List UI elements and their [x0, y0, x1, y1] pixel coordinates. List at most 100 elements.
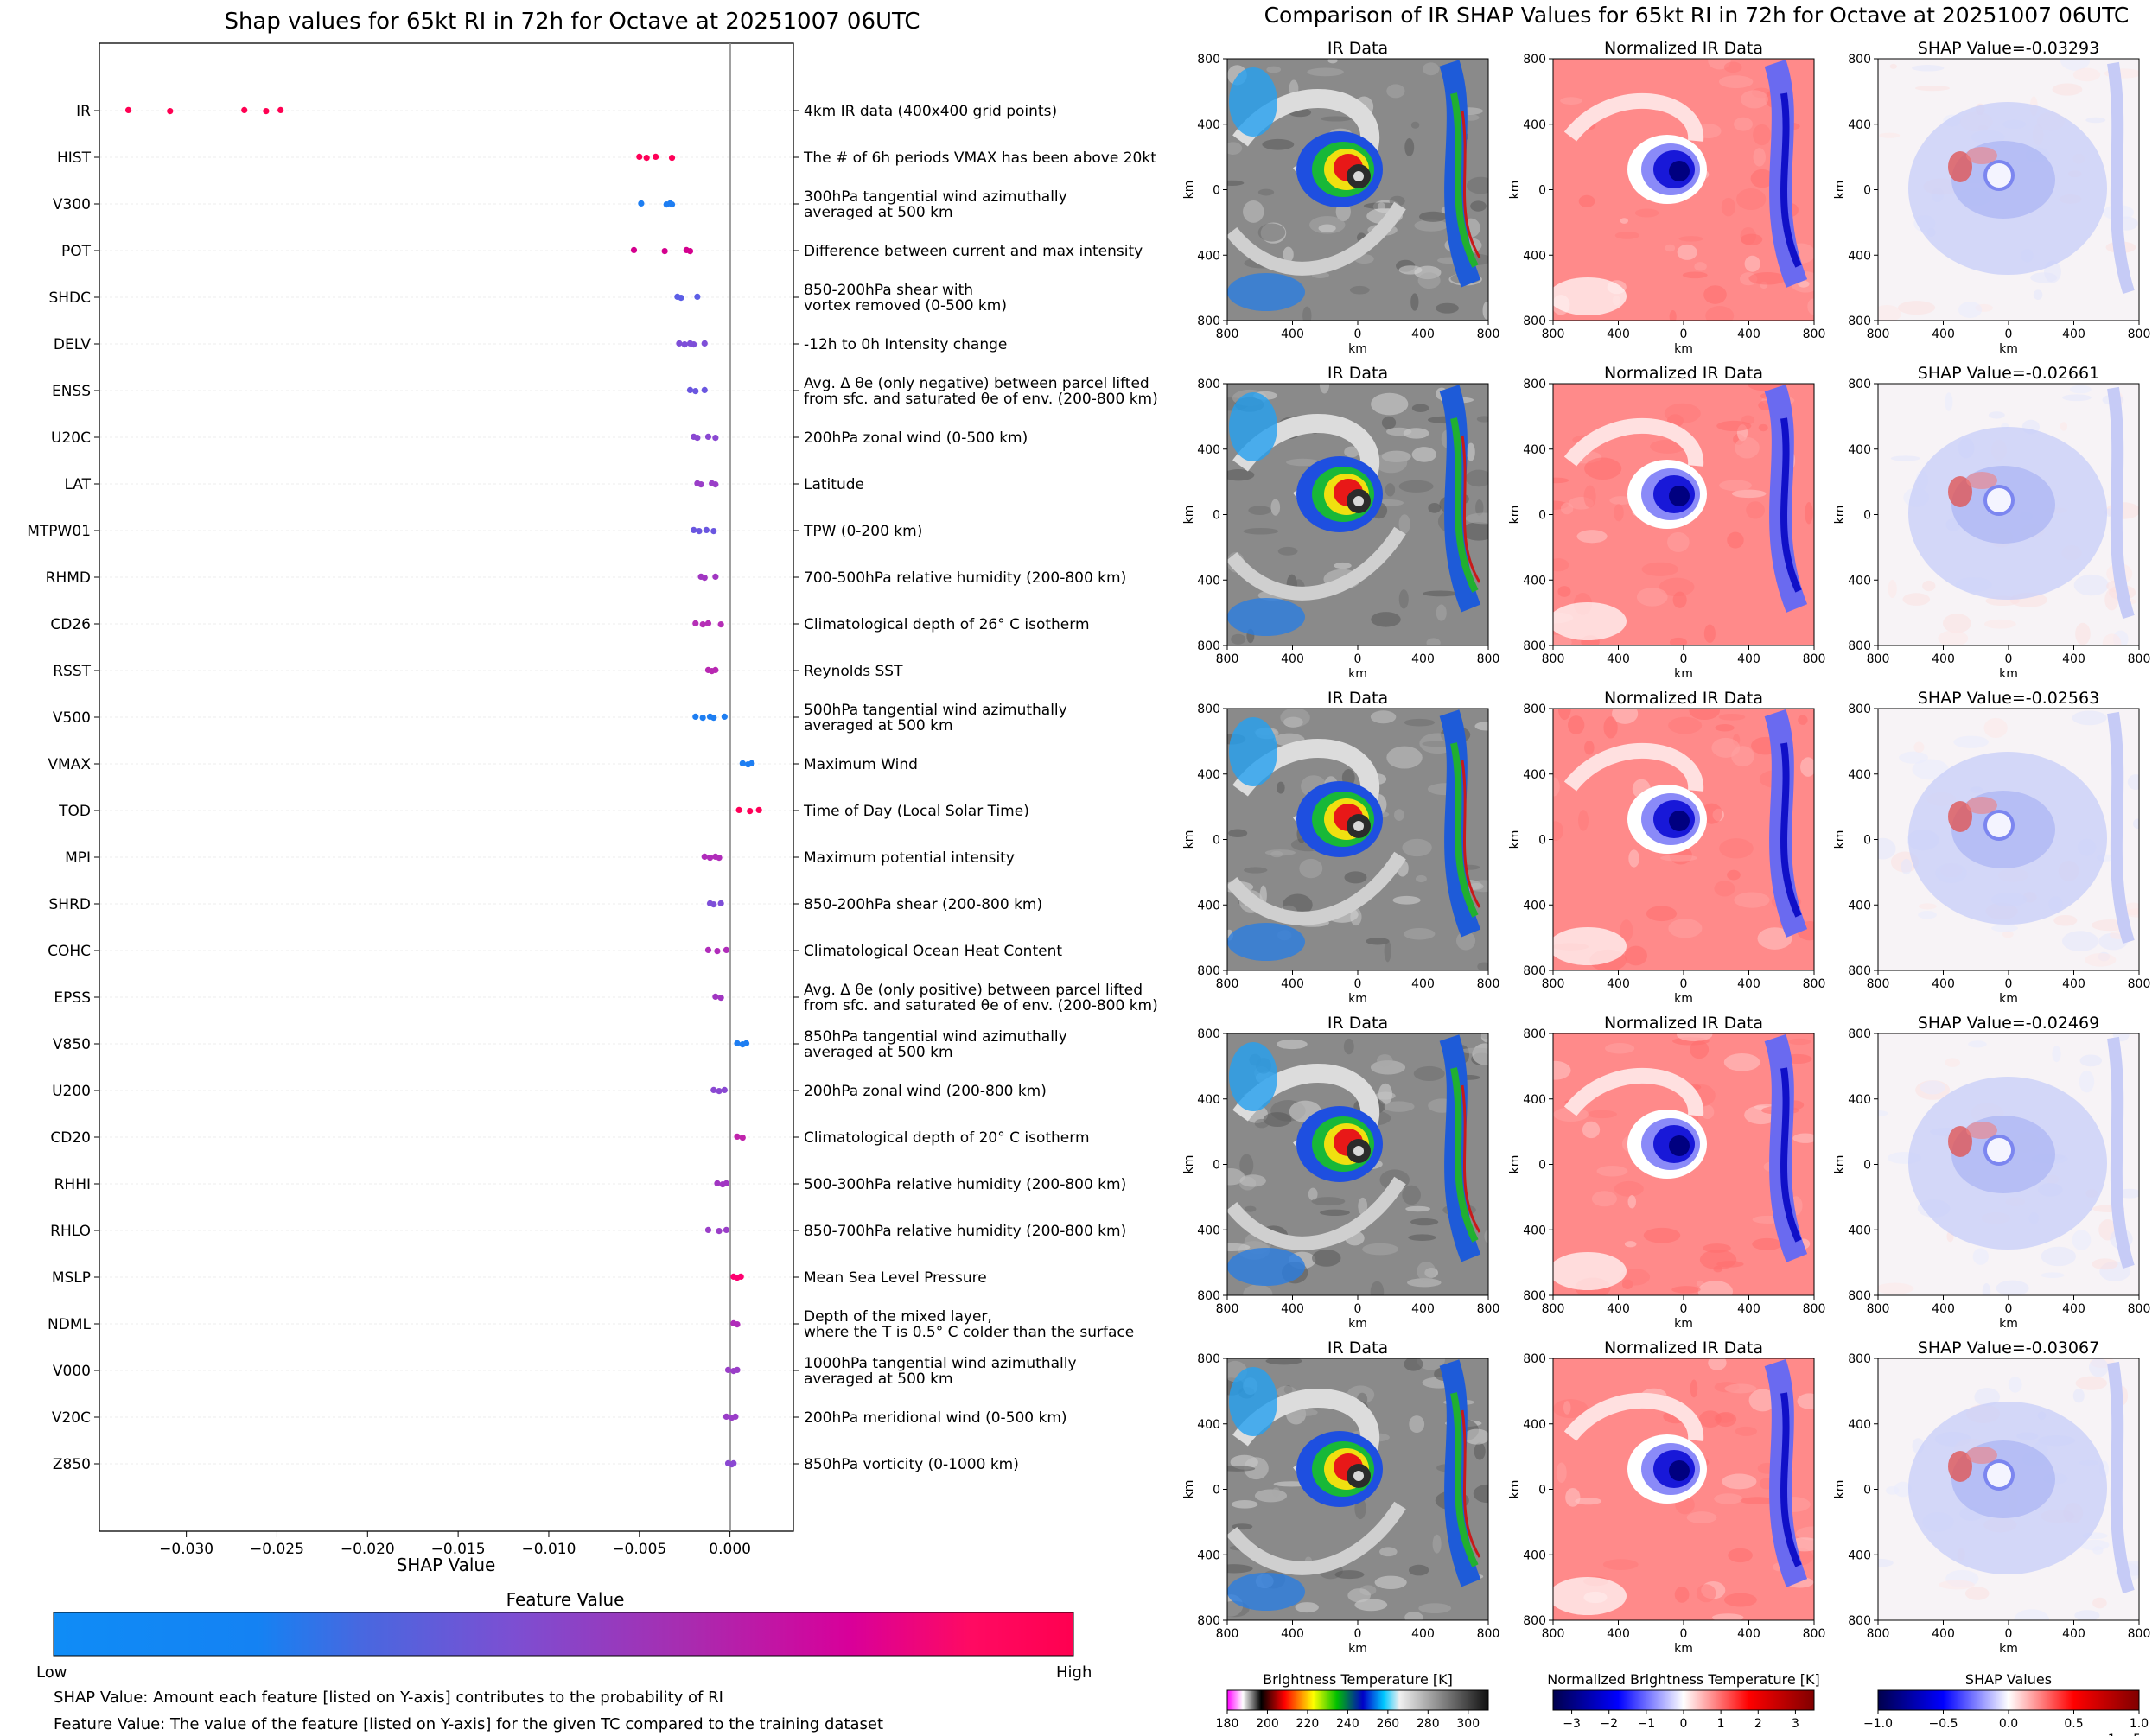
- y-tick-label: 400: [1197, 1548, 1220, 1562]
- y-tick-label: 800: [1848, 639, 1871, 653]
- x-tick-label: 800: [1542, 1302, 1565, 1316]
- y-tick-label: 800: [1197, 964, 1220, 978]
- feature-name-label: EPSS: [54, 989, 91, 1007]
- colorbar-title: SHAP Values: [1965, 1671, 2052, 1688]
- shap-point-z850: [730, 1459, 737, 1466]
- y-axis-unit: km: [1833, 1155, 1847, 1174]
- texture-blob: [1411, 447, 1436, 462]
- feature-row-v850: V850 850hPa tangential wind azimuthallyav…: [53, 1028, 1067, 1061]
- y-tick-label: 400: [1523, 118, 1546, 132]
- texture-blob: [1991, 925, 2018, 932]
- texture-blob: [1584, 741, 1595, 755]
- y-axis-unit: km: [1182, 830, 1196, 849]
- texture-blob: [1334, 1570, 1365, 1580]
- band-signal: [2107, 1036, 2135, 1269]
- texture-blob: [1942, 614, 1971, 633]
- texture-blob: [1404, 1611, 1423, 1620]
- feature-value-colorbar-title: Feature Value: [506, 1589, 625, 1610]
- panel-shap-value: -0.03067: [2026, 1339, 2099, 1358]
- feature-name-label: U200: [52, 1083, 91, 1100]
- texture-blob: [1404, 1358, 1423, 1371]
- texture-blob: [1878, 1282, 1914, 1294]
- cloud-patch: [1227, 923, 1305, 961]
- shap-point-rhhi: [723, 1180, 730, 1186]
- cloud-band: [1227, 1501, 1406, 1575]
- feature-row-pot: POT Difference between current and max in…: [61, 243, 1143, 260]
- cloud-patch: [1229, 392, 1277, 461]
- texture-blob: [1719, 838, 1754, 859]
- texture-blob: [1669, 309, 1677, 321]
- feature-row-rsst: RSST Reynolds SST: [53, 663, 903, 680]
- texture-blob: [1244, 1457, 1269, 1480]
- texture-blob: [1879, 132, 1901, 138]
- shap-point-vmax: [748, 760, 755, 767]
- shap-x-axis-label: SHAP Value: [397, 1555, 496, 1575]
- positive-region: [1966, 147, 1997, 164]
- texture-blob: [1690, 1379, 1698, 1398]
- y-tick-label: 800: [1197, 378, 1220, 391]
- texture-blob: [1386, 84, 1405, 99]
- ir-comparison-title: Comparison of IR SHAP Values for 65kt RI…: [1264, 3, 2130, 28]
- feature-description: Climatological Ocean Heat Content: [804, 943, 1062, 960]
- shap-point-tod: [735, 806, 742, 814]
- texture-blob: [1257, 223, 1286, 242]
- texture-blob: [1413, 1065, 1445, 1082]
- x-tick-label: 400: [1932, 652, 1955, 666]
- texture-blob: [1584, 457, 1622, 480]
- feature-name-label: CD20: [50, 1129, 91, 1147]
- shap-point-mtpw01: [696, 528, 703, 535]
- texture-blob: [1266, 66, 1282, 73]
- feature-description: Maximum potential intensity: [804, 849, 1015, 867]
- y-tick-label: 800: [1848, 53, 1871, 67]
- convective-core: [1780, 1392, 1802, 1567]
- cloud-patch: [1553, 927, 1627, 965]
- texture-blob: [1918, 911, 1937, 919]
- shap-point-rhhi: [714, 1180, 721, 1186]
- panel-r3-normalized-ir: Normalized IR Data8008004004000040040080…: [1508, 689, 1825, 1006]
- shap-point-u200: [710, 1086, 717, 1093]
- shap-point-tod: [747, 808, 754, 815]
- x-tick-label: 0: [1354, 652, 1362, 666]
- storm-eye: [1353, 1146, 1364, 1156]
- panel-title: SHAP Value=-0.03067: [1918, 1339, 2099, 1358]
- feature-description: where the T is 0.5° C colder than the su…: [804, 1324, 1134, 1341]
- shap-point-v000: [724, 1366, 732, 1373]
- texture-blob: [1344, 871, 1367, 884]
- texture-blob: [1227, 1466, 1256, 1472]
- texture-blob: [1376, 1054, 1393, 1067]
- texture-blob: [2089, 1358, 2109, 1377]
- texture-blob: [1283, 893, 1313, 916]
- texture-blob: [1568, 715, 1585, 734]
- feature-description: from sfc. and saturated θe of env. (200-…: [804, 391, 1158, 408]
- x-tick-label: 400: [2062, 977, 2085, 991]
- cloud-band: [1227, 851, 1406, 925]
- x-tick-label: 0.000: [709, 1541, 751, 1558]
- y-tick-label: 400: [1848, 1224, 1871, 1237]
- texture-blob: [1964, 1587, 1990, 1600]
- texture-blob: [1468, 880, 1488, 893]
- texture-blob: [1578, 194, 1595, 207]
- shap-point-mslp: [737, 1273, 744, 1280]
- colorbar-tick-label: −1.0: [1863, 1717, 1893, 1731]
- feature-description: 4km IR data (400x400 grid points): [804, 103, 1057, 120]
- storm-eye: [1353, 496, 1364, 506]
- colorbar-tick-label: 300: [1456, 1717, 1480, 1731]
- texture-blob: [1667, 531, 1690, 552]
- y-tick-label: 0: [1863, 184, 1871, 198]
- x-tick-label: 400: [1737, 1302, 1760, 1316]
- texture-blob: [1408, 1564, 1429, 1576]
- texture-blob: [1731, 489, 1767, 499]
- feature-row-v20c: V20C 200hPa meridional wind (0-500 km): [52, 1409, 1067, 1427]
- shap-point-delv: [681, 341, 688, 348]
- x-tick-label: 800: [1216, 977, 1239, 991]
- texture-blob: [1723, 61, 1742, 73]
- texture-blob: [2085, 953, 2117, 967]
- y-tick-label: 800: [1523, 378, 1546, 391]
- x-axis-unit: km: [1348, 1642, 1367, 1656]
- texture-blob: [1796, 1526, 1814, 1541]
- texture-blob: [1321, 116, 1352, 122]
- texture-blob: [1318, 224, 1336, 232]
- shap-point-vmax: [739, 760, 746, 767]
